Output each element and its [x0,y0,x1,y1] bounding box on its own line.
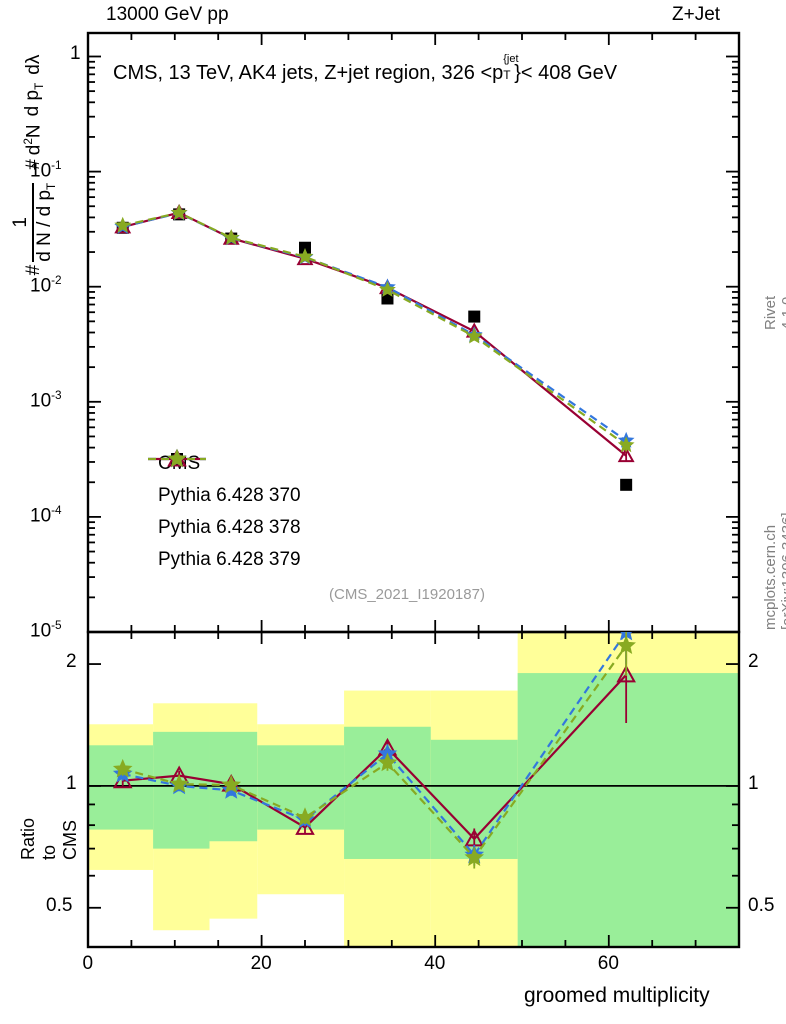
xtick-60: 60 [597,953,619,974]
series-line [122,211,627,457]
marker-square [468,310,481,323]
marker-star [114,216,132,233]
ytick-exponent: -4 [51,503,62,517]
ytick-mantissa: 10 [30,390,52,412]
main-ytick-2: 10-2 [30,274,62,297]
ytick-mantissa: 1 [70,43,81,65]
header-left: 13000 GeV pp [106,4,229,25]
ytick-mantissa: 10 [30,275,52,297]
ytick-exponent: -2 [51,273,62,287]
xtick-40: 40 [424,953,446,974]
series-line [122,211,627,442]
ratio-ytick-right-1: 1 [748,772,759,794]
ytick-mantissa: 10 [30,620,52,642]
ratio-ytick-right-2: 2 [748,651,759,673]
marker-star [169,773,189,793]
title-superscript: {jet [503,53,519,65]
marker-star [221,774,242,794]
title-text: CMS, 13 TeV, AK4 jets, Z+jet region, 326… [113,62,504,84]
marker-star [464,847,485,866]
ratio-series-pythia-6-428-379 [112,632,636,869]
main-ytick-0: 1 [70,43,81,65]
marker-triangle [617,446,635,463]
title-subscript: T [503,68,511,82]
legend-item-3[interactable]: Pythia 6.428 379 [146,448,301,576]
xaxis-label: groomed multiplicity [524,984,710,1007]
main-axis-ticks [87,33,740,633]
ratio-ytick-0-5: 0.5 [46,894,73,916]
legend-item-1[interactable]: Pythia 6.428 370 [146,448,301,512]
ytick-mantissa: 10 [30,505,52,527]
ratio-panel-frame [86,630,741,949]
ytick-exponent: -3 [51,388,62,402]
ratio-series-group [112,632,636,869]
series-pythia-6-428-370 [114,203,635,463]
main-ytick-5: 10-5 [30,619,62,642]
main-ytick-4: 10-4 [30,504,62,527]
legend-label-2: Pythia 6.428 378 [158,517,301,538]
ytick-exponent: -1 [51,158,62,172]
ratio-ytick-1: 1 [66,772,77,794]
main-ytick-3: 10-3 [30,389,62,412]
analysis-id-watermark: (CMS_2021_I1920187) [329,586,485,603]
marker-star [112,758,133,778]
main-plot-title: CMS, 13 TeV, AK4 jets, Z+jet region, 326… [113,53,618,85]
marker-square [620,478,633,491]
marker-triangle [616,664,636,683]
title-tail: }< 408 GeV [514,62,618,84]
legend-label-3: Pythia 6.428 379 [158,549,301,570]
ratio-ytick-right-0-5: 0.5 [748,894,775,916]
ratio-ytick-2: 2 [66,651,77,673]
ratio-uncertainty-bands [88,632,739,947]
marker-star [222,228,240,245]
legend-label-1: Pythia 6.428 370 [158,485,301,506]
marker-star [167,448,187,468]
legend-item-2[interactable]: Pythia 6.428 378 [146,448,301,544]
marker-star [379,280,396,297]
main-series-group [114,203,635,491]
marker-square [299,241,311,254]
band-inner [517,673,739,947]
marker-star [295,807,315,826]
ratio-axis-ticks [87,632,740,948]
series-pythia-6-428-379 [114,204,635,453]
marker-star [616,635,636,655]
marker-star [465,327,483,344]
ytick-exponent: -5 [51,619,62,632]
xtick-0: 0 [82,953,94,974]
ytick-mantissa: 10 [30,159,52,181]
series-pythia-6-428-378 [114,204,635,448]
marker-star [377,752,398,772]
marker-star [170,204,188,220]
main-ytick-1: 10-1 [30,159,62,182]
xtick-20: 20 [250,953,272,974]
marker-star [617,436,635,453]
marker-star [296,247,314,264]
header-right: Z+Jet [672,4,721,25]
legend-swatch-3 [148,448,206,468]
series-line [122,211,627,447]
